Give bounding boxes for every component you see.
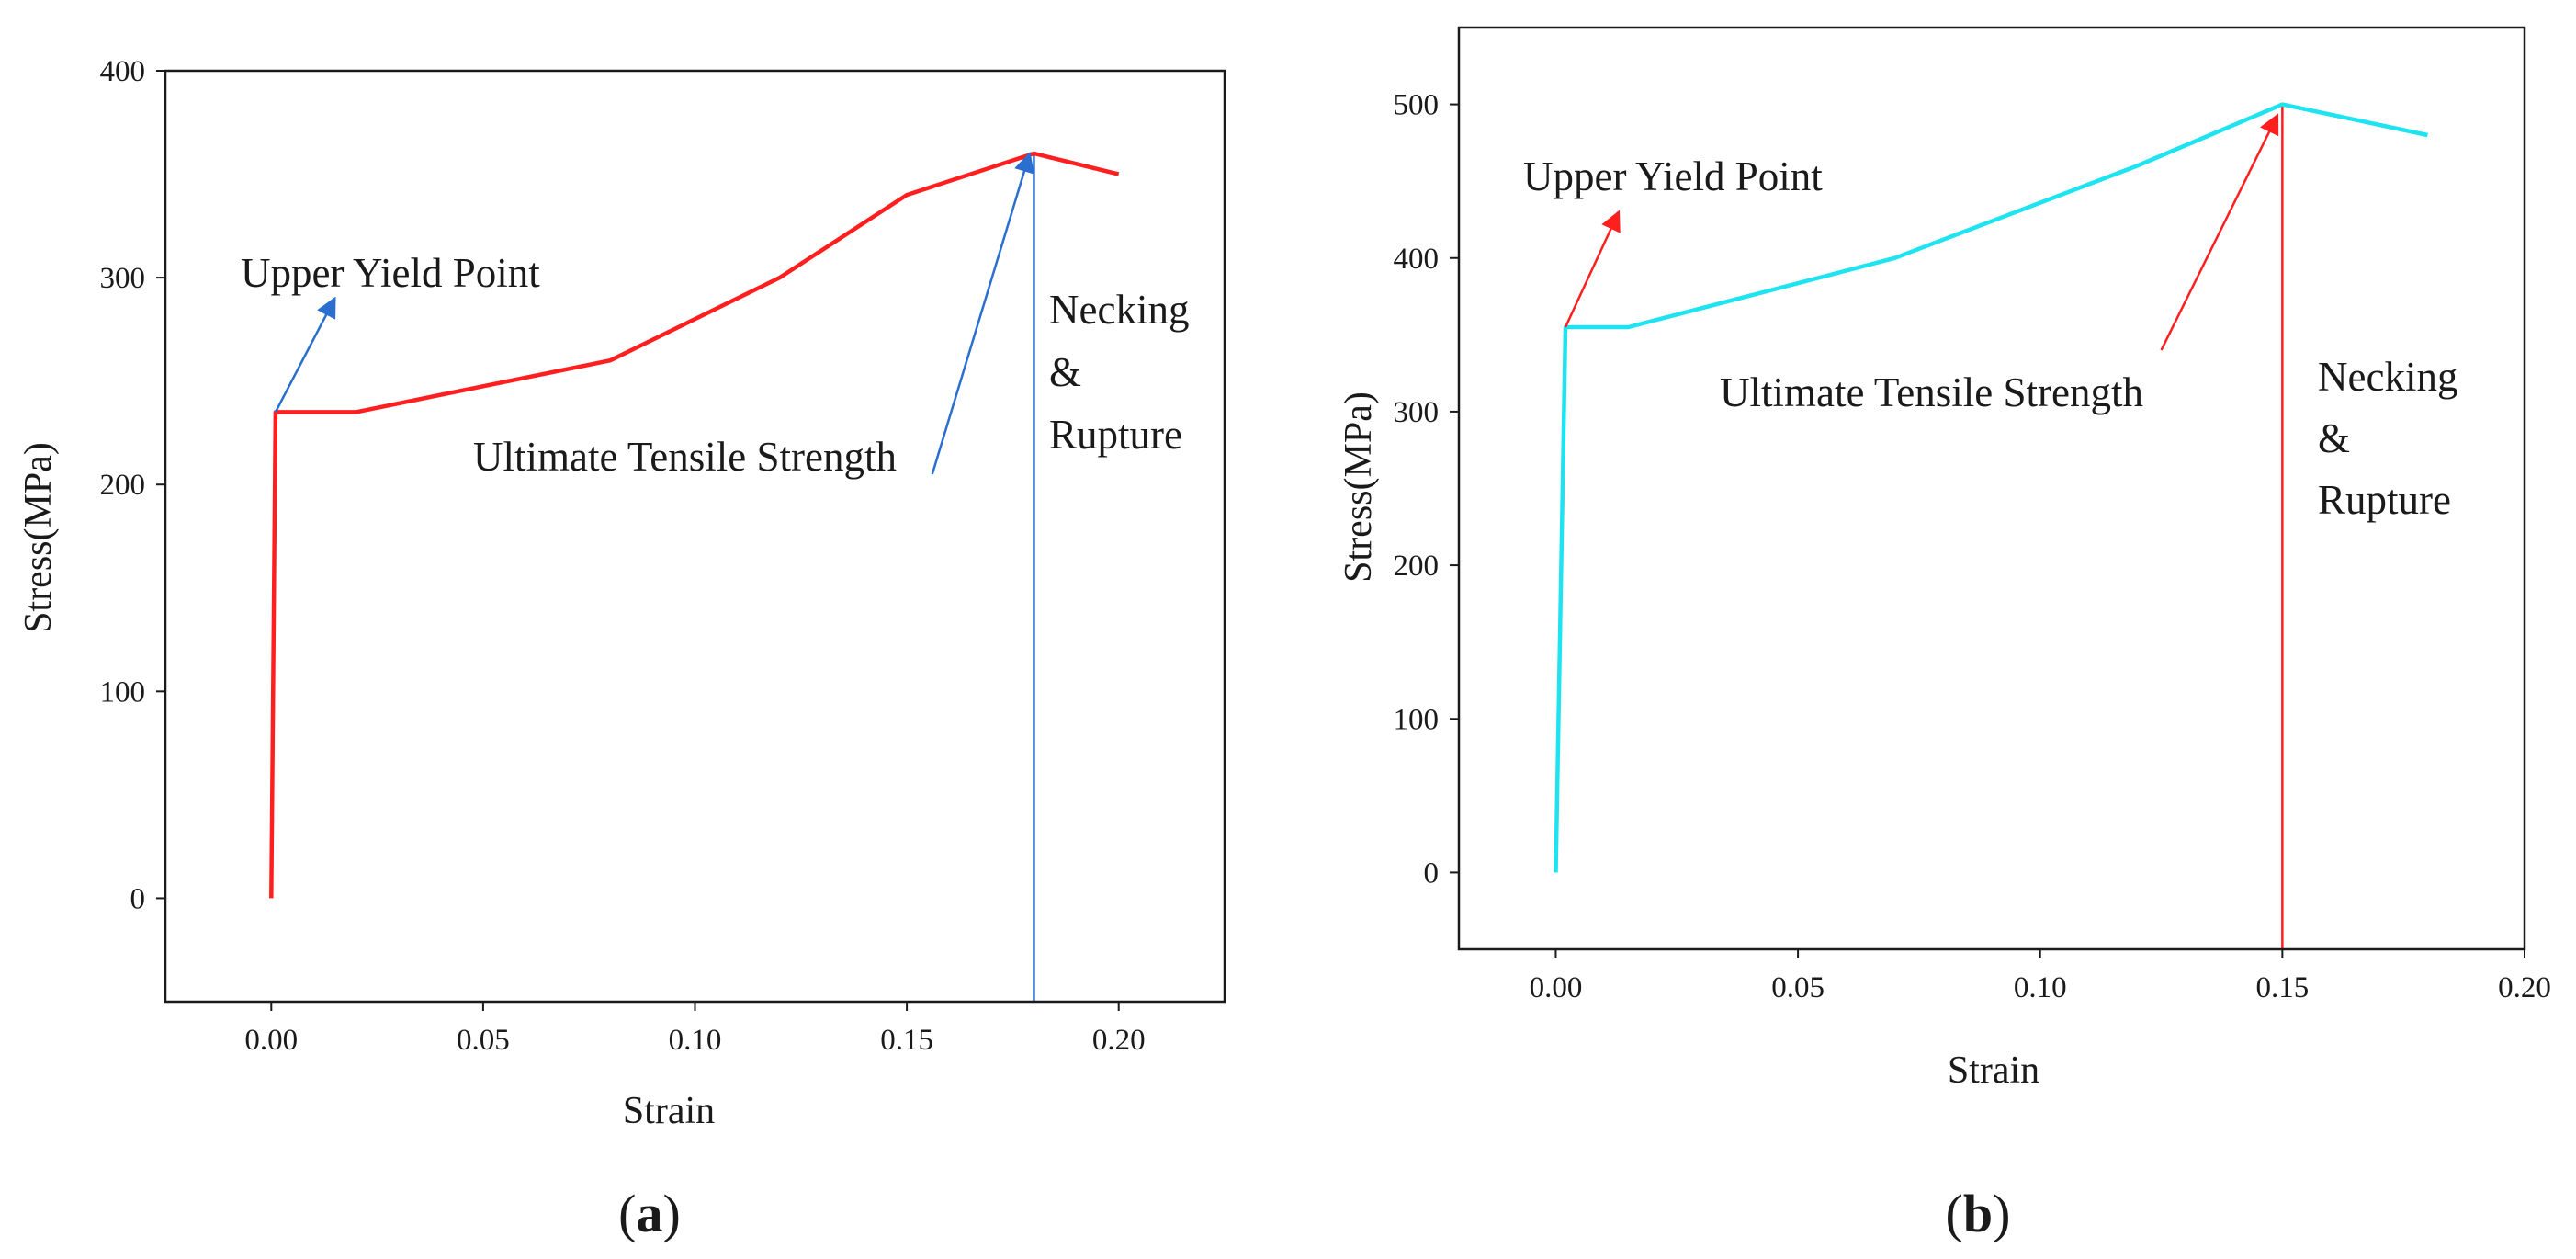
y-tick-label: 200 — [1394, 550, 1440, 583]
y-tick-label: 0 — [1424, 856, 1440, 890]
x-axis-label: Strain — [1948, 1049, 2039, 1092]
series-line-stress-strain — [1554, 102, 2428, 873]
series-line-stress-strain — [269, 151, 1120, 899]
y-tick-label: 400 — [100, 55, 146, 88]
chart-panel-b: 0.00 0.05 0.10 0.15 0.20 0 100 200 300 400 500 Str… — [1338, 26, 2551, 1243]
x-tick-label: 0.15 — [880, 1024, 933, 1057]
y-tick-label: 400 — [1394, 243, 1440, 276]
y-tick-label: 200 — [100, 469, 146, 502]
y-tick-label: 300 — [1394, 396, 1440, 429]
x-tick-label: 0.20 — [1092, 1024, 1146, 1057]
panel-label-a: (a) — [618, 1184, 681, 1243]
annotation-upper-yield-point: Upper Yield Point — [1523, 153, 1823, 199]
x-tick-label: 0.05 — [457, 1024, 510, 1057]
x-tick-label: 0.00 — [244, 1024, 298, 1057]
annotation-ultimate-tensile-strength: Ultimate Tensile Strength — [1720, 369, 2143, 415]
annotation-arrow-ultimate-tensile-strength — [931, 151, 1034, 475]
x-tick-label: 0.20 — [2498, 971, 2551, 1004]
annotation-necking-line-3: Rupture — [1049, 412, 1182, 458]
x-tick-label: 0.10 — [2014, 971, 2067, 1004]
x-tick-label: 0.05 — [1771, 971, 1825, 1004]
plot-frame — [1457, 26, 2526, 951]
annotation-necking-line-2: & — [2318, 415, 2350, 461]
y-tick-label: 100 — [100, 675, 146, 709]
annotation-necking-line-2: & — [1049, 349, 1081, 395]
y-tick-label: 100 — [1394, 703, 1440, 736]
annotation-necking-line-1: Necking — [1049, 287, 1189, 333]
y-tick-label: 500 — [1394, 89, 1440, 122]
annotation-upper-yield-point: Upper Yield Point — [241, 250, 540, 296]
annotation-necking-line-1: Necking — [2318, 354, 2457, 400]
panel-label-b: (b) — [1946, 1184, 2011, 1243]
x-axis-label: Strain — [623, 1090, 715, 1132]
chart-panel-a: 0.00 0.05 0.10 0.15 0.20 0 100 200 300 400 Strain… — [17, 55, 1226, 1243]
x-tick-label: 0.15 — [2255, 971, 2309, 1004]
x-tick-label: 0.10 — [669, 1024, 722, 1057]
annotation-ultimate-tensile-strength: Ultimate Tensile Strength — [473, 434, 897, 480]
plot-frame — [164, 69, 1226, 1004]
y-tick-label: 300 — [100, 262, 146, 295]
y-tick-label: 0 — [130, 882, 146, 915]
x-tick-label: 0.00 — [1530, 971, 1583, 1004]
annotation-arrow-upper-yield-point — [1564, 210, 1621, 328]
annotation-necking-line-3: Rupture — [2318, 477, 2451, 523]
annotation-arrow-upper-yield-point — [274, 296, 336, 414]
y-axis-label: Stress(MPa) — [17, 442, 60, 633]
annotation-arrow-ultimate-tensile-strength — [2160, 113, 2279, 351]
y-axis-label: Stress(MPa) — [1338, 391, 1380, 583]
